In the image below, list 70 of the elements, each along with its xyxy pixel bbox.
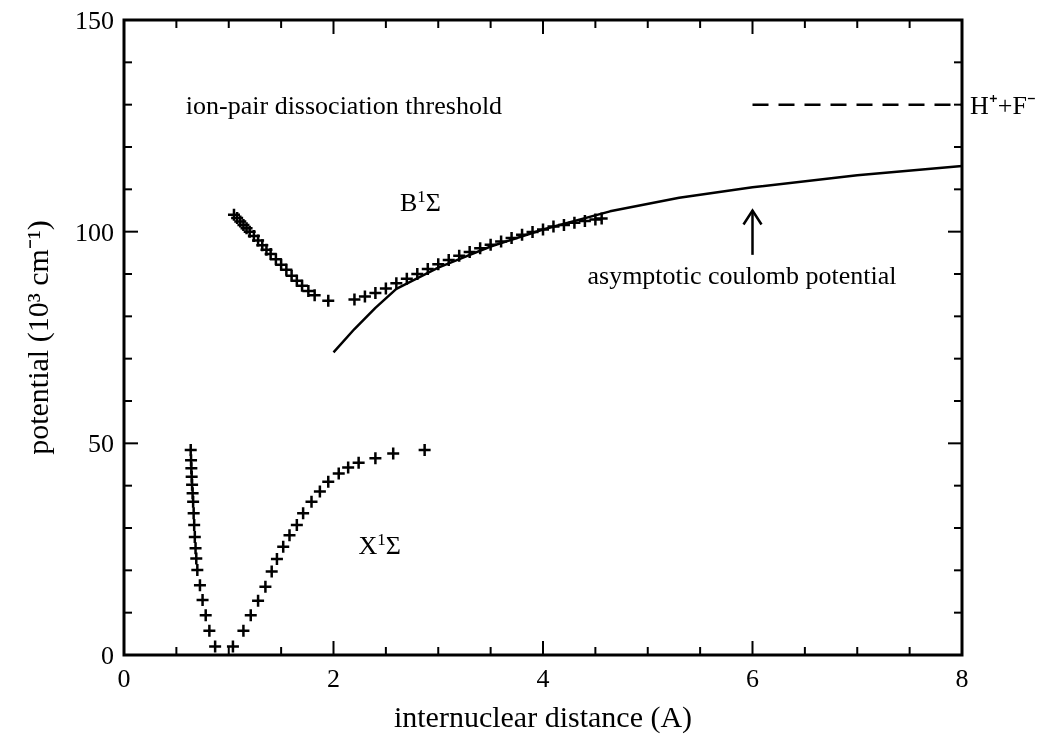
point — [567, 215, 582, 231]
point — [189, 551, 204, 566]
point — [525, 224, 540, 240]
x-axis-title: internuclear distance (A) — [393, 700, 693, 734]
point — [269, 551, 285, 567]
point — [207, 639, 223, 654]
point — [417, 442, 432, 458]
y-tick-label: 50 — [88, 429, 114, 459]
point — [264, 564, 279, 579]
point — [195, 592, 210, 608]
annotation: asymptotic coulomb potential — [587, 260, 897, 290]
point — [243, 607, 258, 623]
y-tick-label: 100 — [75, 217, 114, 247]
annotation: B$^{1}$Σ — [399, 186, 441, 218]
point — [185, 486, 200, 501]
point — [258, 579, 273, 595]
point — [184, 469, 199, 485]
x-tick-label: 8 — [955, 664, 969, 693]
point — [462, 244, 477, 260]
point — [351, 455, 366, 471]
point — [389, 276, 404, 291]
point — [183, 442, 198, 458]
point — [312, 484, 328, 499]
point — [275, 539, 291, 554]
point — [420, 261, 436, 277]
point — [472, 240, 488, 256]
y-tick-label: 150 — [75, 6, 114, 35]
point — [441, 252, 456, 268]
annotation: ion-pair dissociation threshold — [185, 90, 503, 120]
point — [340, 460, 356, 475]
point — [225, 639, 241, 654]
point — [236, 623, 251, 639]
legend-label: H⁺+F⁻ — [970, 90, 1036, 120]
point — [250, 593, 266, 609]
point — [451, 248, 467, 264]
point — [321, 474, 336, 490]
point — [368, 285, 383, 301]
point — [514, 227, 530, 242]
point — [198, 607, 213, 623]
point — [385, 446, 401, 461]
x-tick-label: 2 — [327, 664, 340, 693]
point — [186, 505, 201, 521]
x-tick-label: 4 — [536, 664, 550, 693]
point — [588, 212, 603, 227]
point — [535, 222, 551, 237]
point — [289, 517, 305, 533]
point — [190, 562, 205, 578]
point — [202, 623, 217, 639]
point — [347, 292, 362, 307]
y-axis-title: potential (10³ cm⁻¹) — [21, 220, 55, 455]
point — [186, 517, 202, 533]
point — [187, 529, 203, 545]
point — [331, 466, 346, 481]
point — [192, 577, 208, 593]
point — [282, 527, 297, 543]
point — [321, 293, 336, 308]
point — [304, 494, 319, 509]
annotation: X$^{1}$Σ — [358, 529, 401, 560]
y-tick-label: 0 — [101, 641, 114, 670]
point — [295, 505, 311, 521]
point — [357, 289, 373, 304]
point — [431, 257, 446, 272]
point — [546, 219, 561, 234]
point — [185, 494, 201, 509]
point — [368, 450, 383, 466]
x-tick-label: 6 — [746, 664, 759, 693]
point — [410, 266, 425, 282]
point — [378, 281, 394, 296]
point — [188, 541, 203, 556]
point — [577, 213, 593, 229]
